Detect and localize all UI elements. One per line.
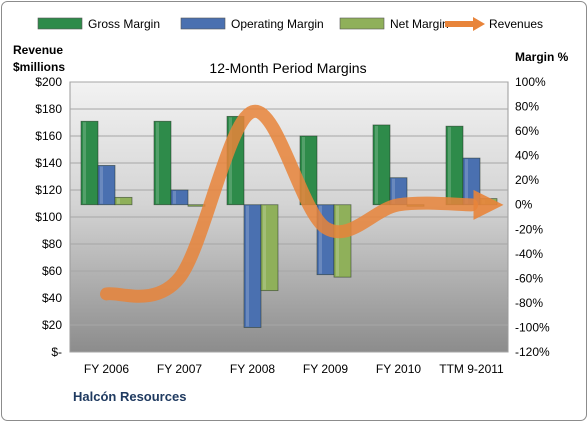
bar-highlight (302, 137, 305, 204)
category-label: FY 2006 (84, 362, 129, 376)
bar-highlight (83, 122, 86, 204)
bar-highlight (156, 122, 159, 204)
right-tick-label: -80% (515, 296, 543, 310)
right-tick-label: 20% (515, 173, 539, 187)
category-label: FY 2010 (376, 362, 421, 376)
left-axis-label: $millions (13, 60, 65, 74)
left-tick-label: $40 (42, 291, 62, 305)
chart-title: 12-Month Period Margins (209, 60, 366, 76)
net-margin-bar (260, 204, 279, 292)
bar-highlight (336, 205, 339, 277)
right-tick-label: 40% (515, 149, 539, 163)
right-tick-label: -120% (515, 345, 550, 359)
bar-highlight (100, 166, 103, 204)
right-tick-label: -60% (515, 271, 543, 285)
right-tick-label: 80% (515, 100, 539, 114)
category-label: FY 2009 (303, 362, 348, 376)
bar-highlight (448, 127, 451, 204)
bar-highlight (263, 205, 266, 290)
category-label: FY 2007 (157, 362, 202, 376)
category-label: FY 2008 (230, 362, 275, 376)
gross-margin-bar (153, 120, 172, 206)
right-tick-label: 100% (515, 75, 546, 89)
bar-highlight (392, 178, 395, 204)
net-margin-bar (114, 196, 133, 206)
left-tick-label: $120 (35, 183, 62, 197)
bar-highlight (465, 159, 468, 204)
net-margin-bar (187, 204, 206, 207)
revenues-legend-label: Revenues (489, 17, 543, 31)
net-margin-legend-label: Net Margin (390, 17, 449, 31)
operating-margin-legend-label: Operating Margin (231, 17, 324, 31)
right-tick-label: 0% (515, 198, 533, 212)
left-tick-label: $160 (35, 129, 62, 143)
left-tick-label: $20 (42, 318, 62, 332)
left-tick-label: $200 (35, 75, 62, 89)
gross-margin-legend-label: Gross Margin (88, 17, 160, 31)
gross-margin-bar (80, 120, 99, 206)
company-name: Halcón Resources (73, 389, 186, 404)
bar-highlight (246, 205, 249, 327)
revenues-arrowhead (473, 189, 504, 220)
legend-arrow (473, 17, 485, 31)
left-tick-label: $- (51, 345, 62, 359)
right-tick-label: -100% (515, 320, 550, 334)
left-tick-label: $80 (42, 237, 62, 251)
right-tick-label: -20% (515, 222, 543, 236)
bar-highlight (117, 198, 120, 204)
gross-margin-legend-swatch (37, 17, 83, 30)
net-margin-bar (333, 204, 352, 278)
category-label: TTM 9-2011 (439, 362, 504, 376)
bar-highlight (319, 205, 322, 274)
bar-highlight (375, 125, 378, 204)
left-tick-label: $140 (35, 156, 62, 170)
left-axis-label: Revenue (13, 43, 63, 57)
left-tick-label: $180 (35, 102, 62, 116)
operating-margin-bar (170, 189, 189, 206)
revenues-line (100, 105, 478, 303)
right-tick-label: 60% (515, 124, 539, 138)
net-margin-legend-swatch (339, 17, 385, 30)
operating-margin-legend-swatch (180, 17, 226, 30)
left-tick-label: $60 (42, 264, 62, 278)
right-tick-label: -40% (515, 247, 543, 261)
bar-highlight (173, 191, 176, 204)
right-axis-label: Margin % (515, 50, 569, 64)
operating-margin-bar (97, 165, 116, 206)
left-tick-label: $100 (35, 210, 62, 224)
